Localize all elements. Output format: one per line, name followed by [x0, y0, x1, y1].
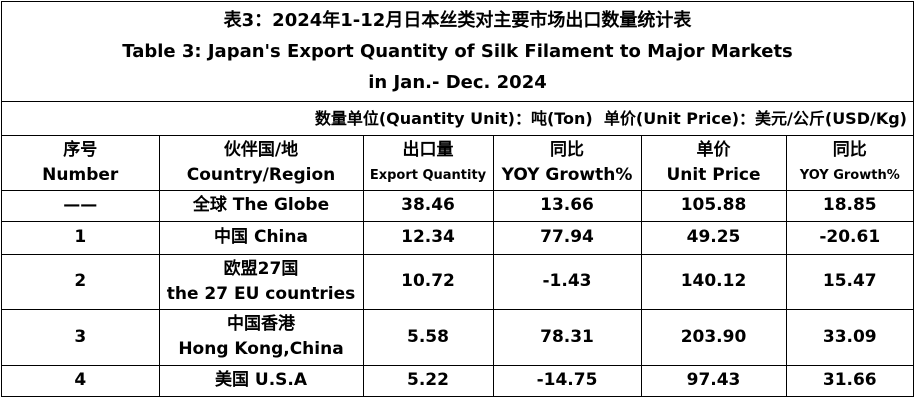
cell-text: 5.22: [407, 370, 449, 391]
data-cell: 97.43: [640, 364, 787, 396]
cell-text: 10.72: [401, 271, 455, 291]
cell-text: 49.25: [686, 227, 741, 247]
cell-text: -20.61: [819, 227, 881, 247]
cell-text: 38.46: [401, 195, 455, 215]
data-row: 4 美国 U.S.A 5.22 -14.75 97.43 31.66: [2, 364, 913, 396]
header-text: 单价: [696, 139, 731, 160]
data-cell: 4: [2, 364, 160, 396]
header-row: 序号 Number 伙伴国/地 Country/Region 出口量 Export Qua…: [2, 136, 913, 191]
cell-text: 97.43: [686, 370, 741, 391]
data-cell: 49.25: [640, 220, 787, 255]
data-cell: 中国香港 Hong Kong,China: [158, 308, 364, 366]
cell-text: 中国 China: [214, 227, 308, 247]
data-cell: -1.43: [492, 253, 642, 310]
cell-text: -1.43: [542, 271, 592, 291]
cell-text: 13.66: [540, 195, 594, 215]
data-cell: 13.66: [492, 189, 642, 222]
cell-text: 4: [74, 370, 87, 391]
data-cell: 2: [2, 253, 160, 310]
title-line: in Jan.- Dec. 2024: [368, 72, 547, 93]
cell-text: 全球 The Globe: [192, 195, 330, 215]
cell-text: 31.66: [822, 370, 877, 391]
cell-text: 203.90: [680, 326, 747, 347]
data-cell: 10.72: [362, 253, 494, 310]
cell-text: 77.94: [540, 227, 594, 247]
cell-text: 中国香港: [227, 314, 295, 334]
data-cell: 140.12: [640, 253, 787, 310]
header-text: 出口量: [402, 139, 454, 160]
data-row: 2 欧盟27国 the 27 EU countries 10.72 -1.43 140.1…: [2, 253, 913, 310]
data-cell: 5.58: [362, 308, 494, 366]
data-cell: 欧盟27国 the 27 EU countries: [158, 253, 364, 310]
cell-text: Hong Kong,China: [178, 339, 344, 359]
data-row: —— 全球 The Globe 38.46 13.66 105.88 18.85: [2, 189, 913, 222]
title-line: 表3：2024年1-12月日本丝类对主要市场出口数量统计表: [223, 10, 692, 31]
data-cell: 1: [2, 220, 160, 255]
data-table: 序号 Number 伙伴国/地 Country/Region 出口量 Export Qua…: [2, 136, 913, 396]
cell-text: 18.85: [822, 195, 877, 215]
unit-note: 数量单位(Quantity Unit)：吨(Ton) 单价(Unit Price…: [2, 102, 913, 136]
cell-text: 3: [74, 326, 87, 347]
data-cell: 12.34: [362, 220, 494, 255]
header-text: YOY Growth%: [501, 164, 633, 185]
data-cell: 38.46: [362, 189, 494, 222]
data-cell: -20.61: [785, 220, 913, 255]
cell-text: 5.58: [407, 326, 449, 347]
header-text: YOY Growth%: [799, 167, 900, 183]
cell-text: 欧盟27国: [223, 258, 299, 279]
cell-text: 15.47: [822, 271, 877, 291]
data-cell: 18.85: [785, 189, 913, 222]
cell-text: 140.12: [680, 271, 747, 291]
cell-text: 105.88: [680, 195, 747, 215]
cell-text: 12.34: [401, 227, 455, 247]
data-cell: 美国 U.S.A: [158, 364, 364, 396]
header-cell: 序号 Number: [2, 136, 160, 191]
header-text: 伙伴国/地: [223, 139, 299, 160]
data-cell: 15.47: [785, 253, 913, 310]
title-line: Table 3: Japan's Export Quantity of Silk…: [122, 41, 793, 62]
header-text: Number: [42, 164, 119, 185]
header-text: 同比: [832, 139, 867, 160]
data-cell: 中国 China: [158, 220, 364, 255]
cell-text: 78.31: [540, 326, 594, 347]
data-row: 3 中国香港 Hong Kong,China 5.58 78.31 203.90 33.09: [2, 308, 913, 366]
header-text: Export Quantity: [369, 167, 487, 183]
cell-text: 2: [74, 271, 87, 291]
cell-text: 33.09: [822, 326, 877, 347]
data-cell: 77.94: [492, 220, 642, 255]
header-cell: 单价 Unit Price: [640, 136, 787, 191]
cell-text: -14.75: [536, 370, 598, 391]
header-text: Unit Price: [666, 164, 761, 185]
data-cell: 31.66: [785, 364, 913, 396]
data-cell: 203.90: [640, 308, 787, 366]
cell-text: the 27 EU countries: [166, 283, 356, 304]
data-cell: -14.75: [492, 364, 642, 396]
header-cell: 出口量 Export Quantity: [362, 136, 494, 191]
data-row: 1 中国 China 12.34 77.94 49.25 -20.61: [2, 220, 913, 255]
data-cell: 全球 The Globe: [158, 189, 364, 222]
data-cell: 5.22: [362, 364, 494, 396]
header-text: Country/Region: [186, 164, 336, 185]
header-text: 序号: [63, 139, 98, 160]
data-cell: ——: [2, 189, 160, 222]
data-cell: 78.31: [492, 308, 642, 366]
header-cell: 同比 YOY Growth%: [785, 136, 913, 191]
header-cell: 伙伴国/地 Country/Region: [158, 136, 364, 191]
data-cell: 105.88: [640, 189, 787, 222]
header-text: 同比: [550, 139, 584, 160]
cell-text: ——: [63, 195, 98, 215]
title-block: 表3：2024年1-12月日本丝类对主要市场出口数量统计表 Table 3: J…: [2, 2, 913, 102]
cell-text: 1: [74, 227, 87, 247]
data-cell: 3: [2, 308, 160, 366]
data-cell: 33.09: [785, 308, 913, 366]
header-cell: 同比 YOY Growth%: [492, 136, 642, 191]
cell-text: 美国 U.S.A: [214, 370, 308, 391]
